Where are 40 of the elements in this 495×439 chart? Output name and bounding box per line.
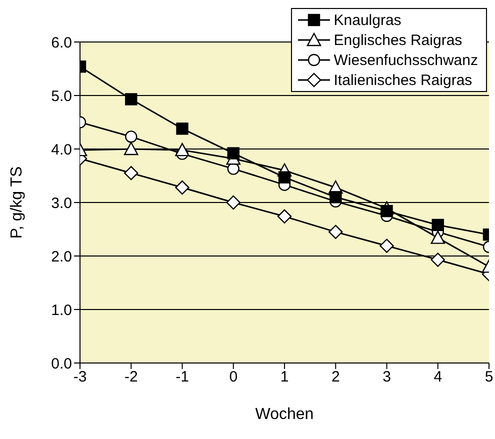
point (124, 142, 138, 156)
y-tick-label: 2.0 (51, 248, 72, 266)
x-axis-title: Wochen (255, 406, 314, 423)
x-tick-label: -1 (176, 368, 189, 386)
point (430, 252, 445, 267)
x-tick-label: 5 (484, 368, 494, 386)
y-tick-label: 1.0 (51, 302, 72, 319)
y-tick-label: 3.0 (51, 194, 72, 212)
point (175, 180, 190, 195)
point (124, 166, 138, 180)
point (176, 122, 188, 135)
legend-label: Knaulgras (334, 12, 402, 28)
point (380, 204, 393, 218)
legend-label: Italienisches Raigras (334, 72, 472, 88)
x-tick-label: 2 (331, 368, 340, 386)
point (227, 147, 240, 160)
x-tick-label: 1 (280, 368, 289, 386)
y-tick-label: 6.0 (51, 34, 72, 52)
legend-label: Englisches Raigras (334, 32, 462, 48)
y-tick-label: 5.0 (51, 88, 72, 105)
x-tick-label: -3 (73, 368, 87, 386)
legend-label: Wiesenfuchsschwanz (334, 52, 478, 68)
point (125, 93, 138, 106)
x-tick-label: -2 (124, 368, 138, 386)
x-tick-label: 4 (434, 368, 442, 386)
point (226, 195, 240, 210)
point (430, 230, 445, 244)
point (328, 224, 343, 240)
y-axis-title: P, g/kg TS (8, 166, 26, 239)
point (277, 209, 292, 224)
x-tick-label: 3 (382, 368, 391, 386)
y-tick-label: 4.0 (51, 141, 72, 158)
point (125, 130, 138, 143)
point (380, 238, 394, 253)
point (175, 142, 190, 156)
point (278, 171, 291, 184)
y-tick-label: 0.0 (51, 355, 72, 372)
point (432, 218, 444, 232)
x-tick-label: 0 (229, 368, 238, 386)
point (330, 191, 342, 204)
